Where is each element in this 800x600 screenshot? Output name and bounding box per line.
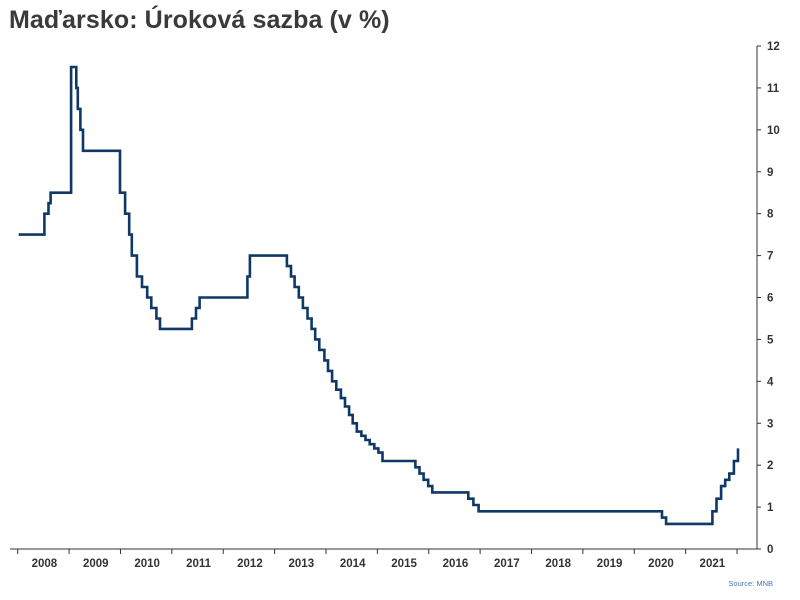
x-tick-label: 2008 <box>32 558 58 570</box>
y-tick-label: 7 <box>767 251 773 263</box>
y-tick-label: 12 <box>767 41 780 53</box>
plot-area <box>18 65 740 526</box>
x-tick-label: 2019 <box>597 558 623 570</box>
x-tick-label: 2012 <box>237 558 263 570</box>
chart-title: Maďarsko: Úroková sazba (v %) <box>9 6 390 34</box>
y-tick-label: 4 <box>767 376 774 388</box>
y-tick-label: 2 <box>767 460 773 472</box>
series-line <box>18 65 740 526</box>
x-tick-label: 2020 <box>648 558 674 570</box>
x-tick-label: 2010 <box>134 558 160 570</box>
y-tick-label: 10 <box>767 125 780 137</box>
x-tick-label: 2013 <box>289 558 315 570</box>
x-tick-label: 2017 <box>494 558 520 570</box>
x-tick-label: 2015 <box>391 558 417 570</box>
x-tick-label: 2016 <box>443 558 469 570</box>
x-tick-label: 2014 <box>340 558 366 570</box>
x-axis: 2008 2009 2010 2011 2012 2013 2014 2015 2016 2017… <box>10 548 757 570</box>
x-tick-label: 2011 <box>186 558 212 570</box>
y-tick-label: 8 <box>767 209 774 221</box>
x-tick-label: 2021 <box>700 558 726 570</box>
x-tick-label: 2009 <box>83 558 109 570</box>
y-tick-label: 3 <box>767 418 773 430</box>
y-tick-label: 6 <box>767 293 773 305</box>
y-tick-label: 9 <box>767 167 773 179</box>
y-tick-label: 5 <box>767 334 774 346</box>
y-tick-label: 0 <box>767 544 773 556</box>
source-note: Source: MNB <box>728 579 773 588</box>
y-tick-label: 11 <box>767 83 780 95</box>
x-tick-label: 2018 <box>545 558 571 570</box>
y-tick-label: 1 <box>767 502 774 514</box>
